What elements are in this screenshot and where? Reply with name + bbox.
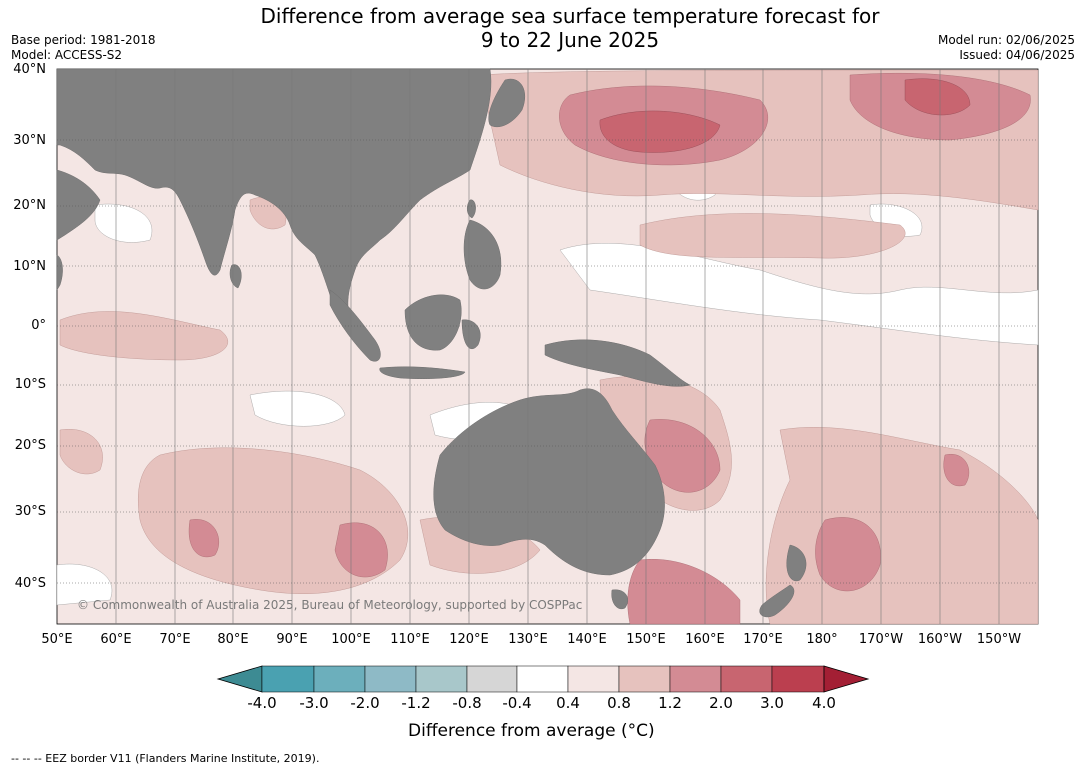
map-title: Difference from average sea surface temp…: [0, 4, 1085, 52]
colorbar-bin: [415, 665, 468, 693]
colorbar-tick: -0.8: [452, 694, 482, 712]
warm-region-indian-south-1: [188, 519, 219, 558]
land-arabia: [56, 169, 101, 241]
warm-regions-strong: [599, 78, 971, 153]
lat-label-40n: 40°N: [13, 62, 46, 77]
land-sulawesi: [461, 319, 481, 350]
colorbar-tick: -4.0: [247, 694, 277, 712]
title-line-1: Difference from average sea surface temp…: [260, 4, 880, 28]
eez-footnote: -- -- -- EEZ border V11 (Flanders Marine…: [11, 752, 320, 765]
colorbar-tick: -2.0: [350, 694, 380, 712]
lat-label-20n: 20°N: [13, 198, 46, 213]
model-run: Model run: 02/06/2025: [937, 33, 1075, 47]
lon-label: 150°W: [976, 632, 1022, 647]
colorbar-bin: [313, 665, 366, 693]
colorbar-bin: [618, 665, 671, 693]
warm-region-tasman: [627, 559, 741, 625]
lon-label: 130°E: [508, 632, 548, 647]
meridians: [115, 69, 1000, 624]
warm-region-coral-sea-core: [644, 419, 721, 493]
lon-label: 160°W: [917, 632, 963, 647]
neutral-region-indian-ocean: [249, 390, 346, 427]
land-borneo: [404, 294, 462, 351]
colorbar-bin: [261, 665, 315, 693]
colorbar-bin: [364, 665, 417, 693]
title-line-2: 9 to 22 June 2025: [480, 28, 660, 52]
warm-region-indian-south-2: [334, 522, 388, 578]
land-masses: [56, 68, 807, 618]
colorbar-max-extend: [823, 665, 870, 693]
model-name: Model: ACCESS-S2: [11, 48, 123, 62]
lon-label: 170°W: [858, 632, 904, 647]
neutral-region-south-indian: [56, 563, 113, 606]
lon-label: 80°E: [217, 632, 249, 647]
colorbar-bin: [669, 665, 722, 693]
neutral-region-west-pacific: [559, 243, 1039, 346]
colorbar-bin: [771, 665, 825, 693]
land-philippines: [463, 219, 502, 290]
neutral-regions: [56, 163, 1039, 606]
lon-label: 160°E: [685, 632, 725, 647]
land-tasmania: [611, 589, 628, 610]
colorbar-tick: 4.0: [812, 694, 836, 712]
colorbar-tick: -0.4: [502, 694, 532, 712]
issued-date: Issued: 04/06/2025: [959, 48, 1075, 62]
lon-label: 110°E: [390, 632, 430, 647]
land-africa-horn: [56, 254, 63, 291]
lon-label: 120°E: [449, 632, 489, 647]
colorbar-tick: -1.2: [401, 694, 431, 712]
colorbar-min-extend: [216, 665, 263, 693]
lon-label: 170°E: [743, 632, 783, 647]
colorbar-tick: 0.8: [607, 694, 631, 712]
warm-region-madagascar-east: [59, 429, 103, 475]
lat-label-20s: 20°S: [14, 438, 46, 453]
lon-label: 50°E: [41, 632, 73, 647]
lon-label: 180°: [806, 632, 838, 647]
land-sumatra: [329, 289, 381, 362]
lon-label: 100°E: [331, 632, 371, 647]
lat-label-10n: 10°N: [13, 259, 46, 274]
lon-label: 70°E: [159, 632, 191, 647]
land-australia: [433, 388, 665, 576]
colorbar-tick: -3.0: [299, 694, 329, 712]
land-asia: [56, 68, 492, 322]
lon-label: 150°E: [626, 632, 666, 647]
colorbar-tick: 1.2: [658, 694, 682, 712]
colorbar-tick: 0.4: [556, 694, 580, 712]
lat-label-equator: 0°: [31, 318, 46, 333]
lon-label: 60°E: [100, 632, 132, 647]
warm-region-south-pacific-core: [815, 517, 881, 592]
warm-region-north-pacific-east-core: [904, 78, 971, 116]
land-japan: [488, 78, 526, 128]
land-new-zealand-north: [786, 544, 807, 582]
colorbar-bin: [516, 665, 569, 693]
warm-region-kermadec: [943, 454, 970, 487]
land-taiwan: [467, 199, 476, 219]
colorbar-bin: [720, 665, 773, 693]
base-period: Base period: 1981-2018: [11, 33, 156, 47]
copyright-notice: © Commonwealth of Australia 2025, Bureau…: [77, 598, 583, 612]
lat-label-30n: 30°N: [13, 133, 46, 148]
land-java: [379, 366, 466, 379]
warm-regions-medium: [188, 73, 1031, 625]
lat-label-10s: 10°S: [14, 377, 46, 392]
land-new-zealand-south: [759, 584, 795, 618]
colorbar-bin: [466, 665, 518, 693]
lon-label: 90°E: [276, 632, 308, 647]
colorbar-label: Difference from average (°C): [408, 721, 655, 741]
warm-region-indian-equatorial: [59, 311, 228, 361]
meta-left: Base period: 1981-2018 Model: ACCESS-S2: [11, 33, 156, 63]
lat-label-30s: 30°S: [14, 504, 46, 519]
colorbar-tick: 3.0: [760, 694, 784, 712]
neutral-region-arabian: [94, 203, 153, 243]
colorbar-tick: 2.0: [709, 694, 733, 712]
sst-anomaly-map[interactable]: [0, 0, 1085, 650]
meta-right: Model run: 02/06/2025 Issued: 04/06/2025: [938, 33, 1075, 63]
warm-region-subtropical-central: [639, 213, 906, 259]
lat-label-40s: 40°S: [14, 576, 46, 591]
colorbar-bin: [567, 665, 620, 693]
lon-label: 140°E: [567, 632, 607, 647]
